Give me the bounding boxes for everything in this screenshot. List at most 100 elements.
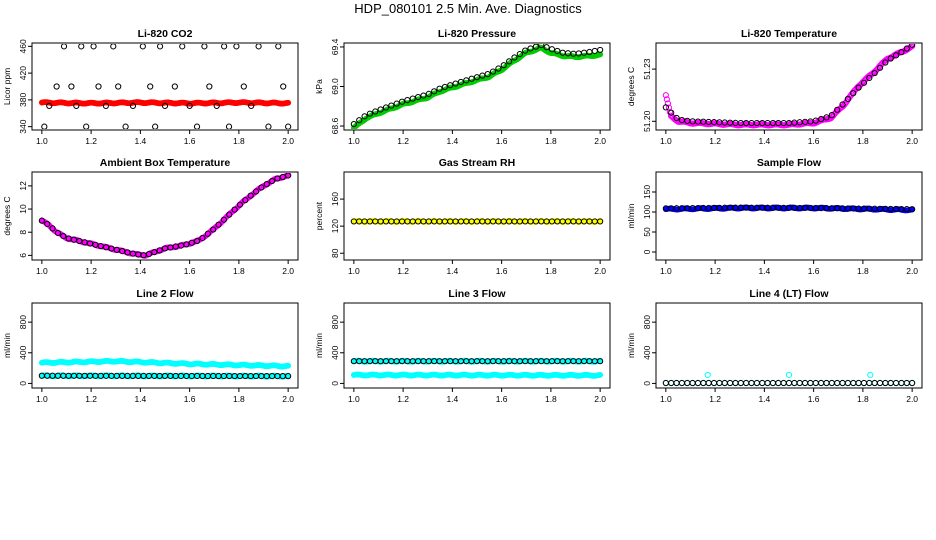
data-point	[41, 123, 48, 129]
data-point	[903, 45, 910, 52]
data-point	[705, 379, 712, 387]
li820-co2-data	[38, 44, 292, 129]
data-point	[398, 98, 406, 105]
data-point	[597, 46, 604, 54]
y-tick-label: 51.23	[642, 58, 652, 80]
data-point	[151, 249, 158, 256]
sample-flow-data	[662, 204, 916, 214]
data-point	[122, 123, 129, 129]
ambient-box-temperature-plot-frame	[31, 171, 299, 261]
line-2-flow-data	[38, 357, 292, 380]
data-point	[903, 379, 910, 387]
y-tick-label: 0	[18, 381, 28, 386]
y-tick-label: 0	[642, 249, 652, 254]
data-point	[663, 96, 670, 103]
y-tick-label: 12	[18, 181, 28, 191]
line-3-flow-ylabel: ml/min	[314, 333, 324, 358]
data-point	[495, 65, 502, 72]
x-tick-label: 1.6	[808, 266, 820, 276]
line-3-flow-series-line3-low	[350, 371, 604, 379]
x-tick-label: 1.2	[85, 266, 97, 276]
sample-flow-title: Sample Flow	[757, 157, 822, 169]
gas-stream-rh-ylabel: percent	[314, 201, 324, 230]
x-tick-label: 1.4	[134, 136, 146, 146]
data-point	[748, 379, 755, 387]
data-point	[892, 379, 900, 387]
x-tick-label: 1.6	[808, 394, 820, 404]
data-point	[678, 379, 686, 387]
data-point	[876, 64, 884, 71]
data-point	[554, 47, 561, 55]
li820-co2-title: Li-820 CO2	[138, 28, 193, 40]
x-tick-label: 1.2	[709, 266, 721, 276]
data-point	[393, 100, 400, 107]
data-point	[839, 101, 846, 108]
data-point	[53, 83, 60, 90]
data-point	[193, 123, 201, 129]
y-tick-label: 150	[642, 185, 652, 199]
data-point	[73, 102, 80, 110]
x-tick-label: 1.8	[545, 394, 557, 404]
data-point	[785, 379, 793, 387]
data-point	[78, 44, 85, 50]
data-point	[727, 379, 734, 387]
y-tick-label: 50	[642, 227, 652, 237]
x-tick-label: 1.2	[397, 394, 409, 404]
data-point	[484, 71, 491, 78]
data-point	[115, 83, 122, 90]
y-tick-label: 800	[330, 315, 340, 329]
x-tick-label: 1.2	[709, 394, 721, 404]
data-point	[147, 83, 154, 90]
data-point	[828, 112, 835, 119]
data-point	[49, 225, 56, 232]
y-tick-label: 69.4	[330, 38, 340, 55]
x-tick-label: 1.0	[348, 136, 360, 146]
y-tick-label: 0	[642, 381, 652, 386]
data-point	[38, 217, 45, 224]
data-point	[834, 106, 841, 113]
data-point	[152, 123, 159, 129]
x-tick-label: 1.0	[660, 136, 672, 146]
x-tick-label: 1.4	[446, 394, 458, 404]
gas-stream-rh-series-rh-avg	[350, 218, 604, 225]
y-tick-label: 120	[330, 219, 340, 233]
data-point	[263, 180, 270, 188]
x-tick-label: 2.0	[906, 136, 918, 146]
x-tick-label: 1.4	[758, 266, 770, 276]
line-3-flow-data	[350, 357, 604, 379]
ambient-box-temperature-ylabel: degrees C	[2, 196, 12, 235]
data-point	[796, 379, 803, 387]
data-point	[156, 247, 163, 254]
line-2-flow-series-line2-high	[38, 357, 292, 370]
li820-co2-plot-frame	[31, 42, 299, 131]
x-tick-label: 1.8	[233, 394, 245, 404]
line-4-lt-flow-ylabel: ml/min	[626, 333, 636, 358]
y-tick-label: 420	[18, 66, 28, 80]
x-tick-label: 2.0	[594, 136, 606, 146]
y-tick-label: 6	[18, 253, 28, 258]
data-point	[285, 362, 292, 369]
line-4-lt-flow-plot-frame	[655, 302, 923, 389]
ambient-box-temperature-data	[38, 173, 292, 259]
data-point	[139, 44, 146, 50]
data-point	[274, 175, 281, 182]
data-point	[823, 114, 830, 121]
x-tick-label: 1.4	[134, 266, 146, 276]
li820-co2-series-scatter	[41, 44, 292, 129]
data-point	[844, 95, 851, 103]
data-point	[404, 97, 411, 104]
data-point	[54, 229, 62, 237]
data-point	[743, 379, 750, 387]
data-point	[473, 74, 481, 81]
li820-temperature-data	[662, 44, 916, 129]
data-point	[909, 44, 916, 48]
data-point	[199, 234, 206, 242]
data-point	[876, 379, 884, 387]
data-point	[361, 113, 368, 120]
li820-pressure-panel: Li-820 Pressure 1.0 1.2 1.4 1.6 1.8 2.0 68.6 69.…	[314, 28, 611, 146]
line-2-flow-ylabel: ml/min	[2, 333, 12, 358]
x-tick-label: 2.0	[282, 136, 294, 146]
x-tick-label: 1.8	[545, 266, 557, 276]
y-tick-label: 460	[18, 39, 28, 53]
